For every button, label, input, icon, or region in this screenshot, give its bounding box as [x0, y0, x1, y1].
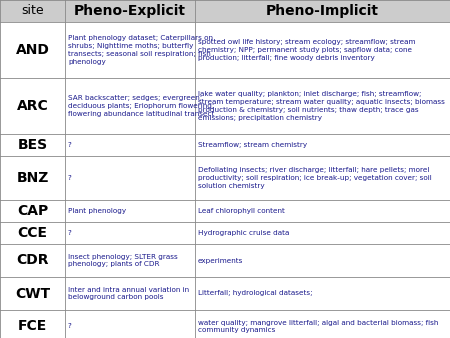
Text: Litterfall; hydrological datasets;: Litterfall; hydrological datasets;	[198, 290, 312, 296]
Text: site: site	[21, 4, 44, 18]
Text: Insect phenology; SLTER grass
phenology; plants of CDR: Insect phenology; SLTER grass phenology;…	[68, 254, 178, 267]
Bar	[0, 156, 450, 200]
Text: spotted owl life history; stream ecology; streamflow; stream
chemistry; NPP; per: spotted owl life history; stream ecology…	[198, 39, 415, 61]
Text: BNZ: BNZ	[16, 171, 49, 185]
Bar	[0, 22, 450, 78]
Bar	[0, 78, 450, 134]
Text: Pheno-Explicit: Pheno-Explicit	[74, 4, 186, 18]
Text: Plant phenology: Plant phenology	[68, 208, 126, 214]
Text: BES: BES	[18, 138, 48, 152]
Text: SAR backscatter; sedges; evergreen;
deciduous plants; Eriophorum flowering;
flow: SAR backscatter; sedges; evergreen; deci…	[68, 95, 214, 117]
Text: Streamflow; stream chemistry: Streamflow; stream chemistry	[198, 142, 307, 148]
Text: Inter and intra annual variation in
belowground carbon pools: Inter and intra annual variation in belo…	[68, 287, 189, 300]
Text: ?: ?	[68, 230, 72, 236]
Bar	[0, 200, 450, 222]
Text: CDR: CDR	[16, 254, 49, 267]
Text: CAP: CAP	[17, 204, 48, 218]
Bar	[0, 0, 450, 22]
Text: ARC: ARC	[17, 99, 49, 113]
Bar	[0, 244, 450, 277]
Text: experiments: experiments	[198, 258, 243, 264]
Text: Defoliating insects; river discharge; litterfall; hare pellets; morel
productivi: Defoliating insects; river discharge; li…	[198, 167, 432, 189]
Bar	[0, 310, 450, 338]
Text: Plant phenology dataset; Caterpillars on
shrubs; Nighttime moths; butterfly
tran: Plant phenology dataset; Caterpillars on…	[68, 35, 213, 65]
Text: water quality; mangrove litterfall; algal and bacterial biomass; fish
community : water quality; mangrove litterfall; alga…	[198, 320, 438, 333]
Text: CCE: CCE	[18, 226, 48, 240]
Text: AND: AND	[16, 43, 50, 57]
Text: lake water quality; plankton; inlet discharge; fish; streamflow;
stream temperat: lake water quality; plankton; inlet disc…	[198, 91, 445, 121]
Text: ?: ?	[68, 175, 72, 181]
Text: ?: ?	[68, 142, 72, 148]
Text: Leaf chlorophyll content: Leaf chlorophyll content	[198, 208, 285, 214]
Bar	[0, 134, 450, 156]
Text: Hydrographic cruise data: Hydrographic cruise data	[198, 230, 289, 236]
Text: CWT: CWT	[15, 287, 50, 300]
Bar	[0, 277, 450, 310]
Bar	[0, 222, 450, 244]
Text: ?: ?	[68, 323, 72, 330]
Text: Pheno-Implicit: Pheno-Implicit	[266, 4, 379, 18]
Text: FCE: FCE	[18, 319, 47, 334]
